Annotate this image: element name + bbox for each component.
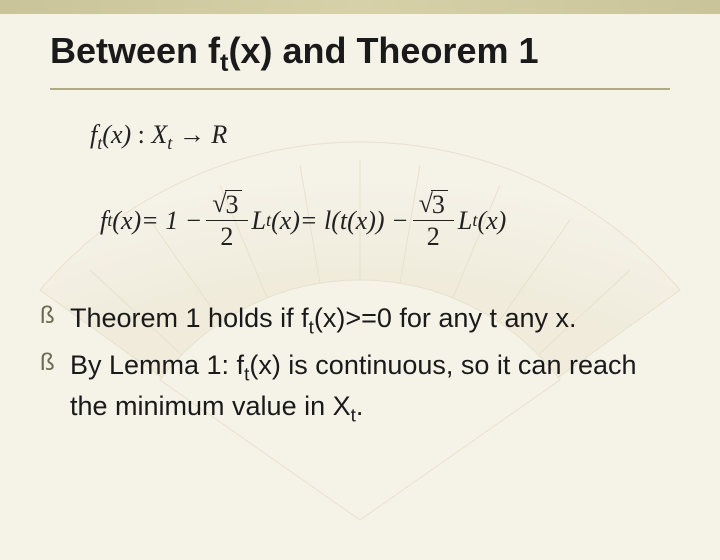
formula-definition: ft(x) = 1 − √3 2 Lt(x) = l(t(x)) − √3 2 … bbox=[100, 190, 506, 252]
bullet-list: ß Theorem 1 holds if ft(x)>=0 for any t … bbox=[40, 300, 670, 435]
f2-frac1: √3 2 bbox=[206, 190, 247, 252]
f2-eq1: = 1 − bbox=[141, 206, 202, 236]
f2-frac2-den: 2 bbox=[421, 221, 446, 252]
f2-L2: L bbox=[458, 206, 472, 236]
f2-x: (x) bbox=[112, 206, 141, 236]
formula-mapping: ft(x) : Xt → R bbox=[90, 120, 227, 154]
top-accent-band bbox=[0, 0, 720, 14]
f2-frac2: √3 2 bbox=[413, 190, 454, 252]
bullet-mark-icon: ß bbox=[40, 347, 70, 378]
bullet-mark-icon: ß bbox=[40, 300, 70, 331]
f1-R: R bbox=[211, 120, 227, 149]
f1-colon: : bbox=[131, 120, 145, 149]
f2-frac2-num: 3 bbox=[431, 190, 448, 220]
b0-post: (x)>=0 for any t any x. bbox=[314, 303, 577, 333]
f1-x: (x) bbox=[102, 120, 131, 149]
f2-L1: L bbox=[252, 206, 266, 236]
title-container: Between ft(x) and Theorem 1 bbox=[50, 30, 670, 90]
b0-pre: Theorem 1 holds if f bbox=[70, 303, 309, 333]
bullet-item: ß Theorem 1 holds if ft(x)>=0 for any t … bbox=[40, 300, 670, 341]
f2-L2x: (x) bbox=[477, 206, 506, 236]
f2-f: f bbox=[100, 206, 107, 236]
b1-pre: By Lemma 1: f bbox=[70, 350, 244, 380]
f1-X: X bbox=[145, 120, 167, 149]
f1-arrow: → bbox=[172, 120, 211, 149]
bullet-item: ß By Lemma 1: ft(x) is continuous, so it… bbox=[40, 347, 670, 429]
slide-title: Between ft(x) and Theorem 1 bbox=[50, 30, 670, 90]
b1-post: . bbox=[356, 391, 364, 421]
bullet-text: Theorem 1 holds if ft(x)>=0 for any t an… bbox=[70, 300, 577, 341]
title-text-pre: Between f bbox=[50, 30, 220, 71]
bullet-text: By Lemma 1: ft(x) is continuous, so it c… bbox=[70, 347, 670, 429]
f2-L1x: (x) bbox=[271, 206, 300, 236]
title-text-post: (x) and Theorem 1 bbox=[228, 30, 538, 71]
f2-frac1-den: 2 bbox=[214, 221, 239, 252]
f2-eq2: = l(t(x)) − bbox=[300, 206, 409, 236]
f2-frac1-num: 3 bbox=[225, 190, 242, 220]
